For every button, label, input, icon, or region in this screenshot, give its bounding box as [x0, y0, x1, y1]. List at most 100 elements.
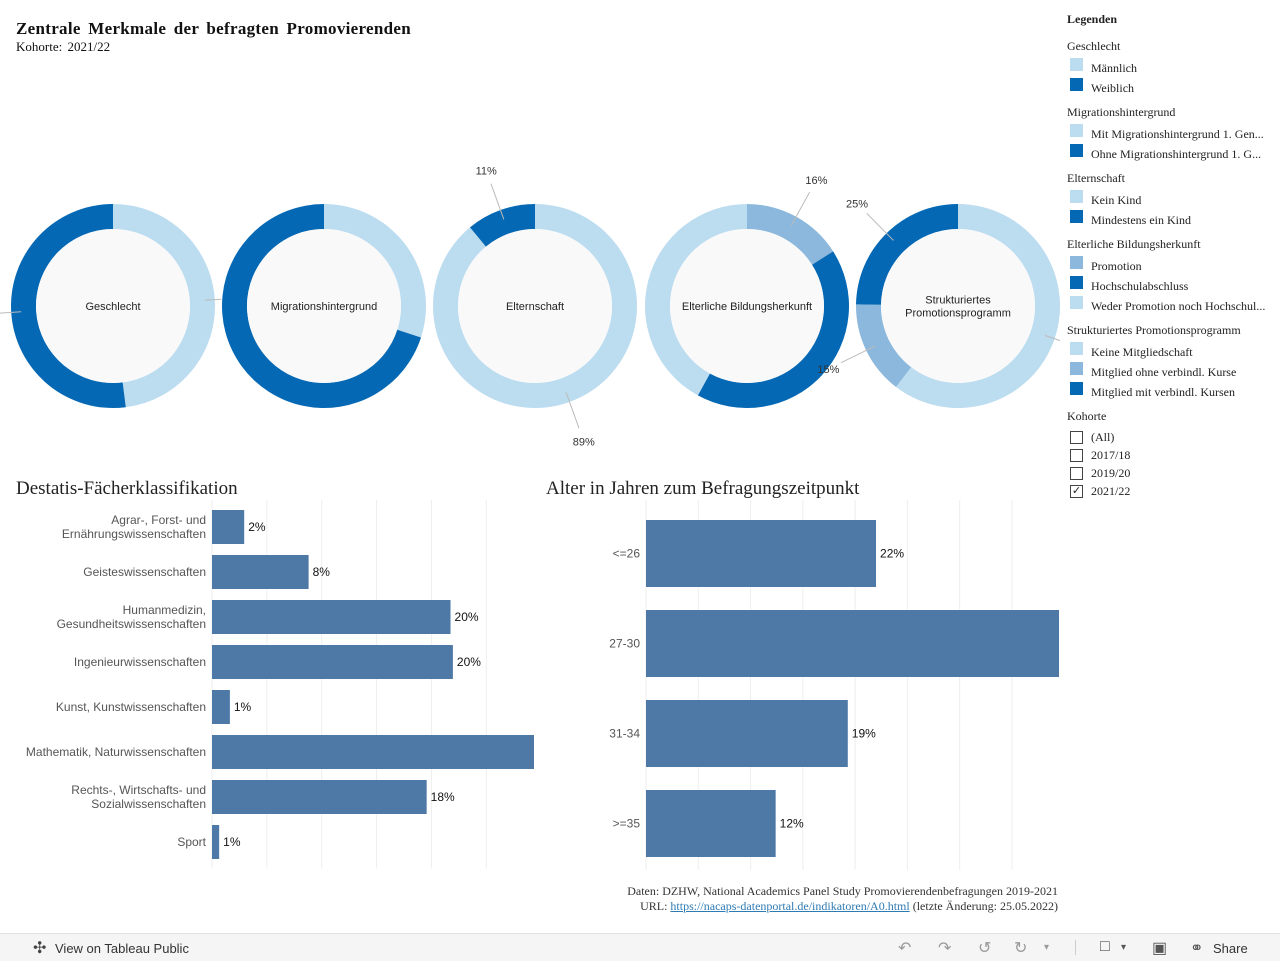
- bar-value-label: 12%: [780, 817, 804, 831]
- refresh-icon[interactable]: ↻: [1014, 940, 1028, 957]
- redo-icon[interactable]: ↷: [938, 940, 952, 957]
- kohorte-option-label: 2021/22: [1091, 483, 1131, 498]
- legend-swatch: [1070, 144, 1083, 157]
- legend-item[interactable]: Weiblich: [1067, 78, 1272, 98]
- kohorte-option[interactable]: 2017/18: [1067, 446, 1272, 464]
- category-label: <=26: [613, 547, 641, 561]
- bar-35[interactable]: [646, 790, 776, 857]
- bar-charts[interactable]: Agrar-, Forst- undErnährungswissenschaft…: [0, 500, 1070, 870]
- revert-icon[interactable]: ↺: [978, 940, 992, 957]
- legend-item[interactable]: Männlich: [1067, 58, 1272, 78]
- download-icon[interactable]: □: [1100, 938, 1110, 955]
- legend-swatch: [1070, 78, 1083, 91]
- kohorte-option[interactable]: 2019/20: [1067, 464, 1272, 482]
- source-link[interactable]: https://nacaps-datenportal.de/indikatore…: [670, 899, 910, 913]
- bar-31-34[interactable]: [646, 700, 848, 767]
- kohorte-filter-title: Kohorte: [1067, 409, 1107, 423]
- legend-item[interactable]: Keine Mitgliedschaft: [1067, 342, 1272, 362]
- donut-segment-keine-mitgliedschaft[interactable]: [896, 204, 1060, 408]
- donut-segment-mit-migrationshintergrund-1-generation[interactable]: [324, 204, 426, 338]
- bar-kunst-kunstwissenschaften[interactable]: [212, 690, 230, 724]
- bar-mathematik-naturwissenschaften[interactable]: [212, 735, 534, 769]
- donut-center-label: Migrationshintergrund: [271, 301, 377, 313]
- donut-segment-mitglied-mit-verbindl-kursen[interactable]: [856, 204, 958, 305]
- category-label: Geisteswissenschaften: [83, 565, 206, 579]
- url-prefix: URL:: [640, 899, 671, 913]
- download-dropdown-icon[interactable]: ▾: [1121, 942, 1127, 953]
- kohorte-option[interactable]: ✓ 2021/22: [1067, 482, 1272, 500]
- legend-swatch: [1070, 58, 1083, 71]
- bar-value-label: 20%: [457, 655, 481, 669]
- donut-center-label: Geschlecht: [85, 301, 140, 313]
- legend-item[interactable]: Promotion: [1067, 256, 1272, 276]
- kohorte-option[interactable]: (All): [1067, 428, 1272, 446]
- legend-group-title: Elternschaft: [1067, 171, 1125, 185]
- donut-leader-line: [565, 392, 580, 429]
- donut-segment-hochschulabschluss[interactable]: [697, 251, 850, 408]
- category-label: Rechts-, Wirtschafts- und: [71, 783, 206, 797]
- legend-item-label: Kein Kind: [1091, 192, 1142, 207]
- bar-value-label: 1%: [234, 700, 252, 714]
- legend-item[interactable]: Hochschulabschluss: [1067, 276, 1272, 296]
- kohorte-option-label: 2017/18: [1091, 447, 1131, 462]
- category-label: 27-30: [609, 637, 640, 651]
- checkbox-icon[interactable]: [1070, 466, 1083, 480]
- bar-geisteswissenschaften[interactable]: [212, 555, 309, 589]
- bar-chart-alter[interactable]: <=26 22% 27-30 31-34 19% >=35 12%: [609, 500, 1059, 870]
- legend-item-label: Hochschulabschluss: [1091, 278, 1189, 293]
- legend-item[interactable]: Kein Kind: [1067, 190, 1272, 210]
- fullscreen-icon[interactable]: ▣: [1152, 940, 1168, 957]
- source-note: Daten: DZHW, National Academics Panel St…: [627, 884, 1058, 914]
- undo-icon[interactable]: ↶: [898, 940, 912, 957]
- tableau-toolbar: ✣ View on Tableau Public ↶ ↷ ↺ ↻ ▾ □ ▾ ▣…: [0, 933, 1280, 961]
- donut-segment-mindestens-ein-kind[interactable]: [469, 204, 535, 247]
- donut-leader-line: [0, 311, 22, 314]
- kohorte-option-label: 2019/20: [1091, 465, 1131, 480]
- donut-migrationshintergrund[interactable]: Migrationshintergrund: [221, 203, 427, 409]
- legend-item[interactable]: Mitglied ohne verbindl. Kurse: [1067, 362, 1272, 382]
- donut-segment-m-nnlich[interactable]: [113, 204, 216, 408]
- donut-segment-promotion[interactable]: [747, 204, 834, 265]
- legend-group-migrationshintergrund: Migrationshintergrund Mit Migrationshinte…: [1067, 105, 1272, 164]
- donut-segment-weder-promotion-noch-hochschulabschluss[interactable]: [645, 204, 747, 396]
- bar-26[interactable]: [646, 520, 877, 587]
- bar-humanmedizin-gesundheitswissenschaften[interactable]: [212, 600, 451, 634]
- donut-value-label: 11%: [476, 166, 497, 178]
- donut-segment-weiblich[interactable]: [11, 204, 126, 408]
- checkbox-checked-icon[interactable]: ✓: [1070, 484, 1083, 498]
- view-on-tableau-link[interactable]: View on Tableau Public: [55, 941, 189, 956]
- checkbox-icon[interactable]: [1070, 448, 1083, 462]
- legend-item[interactable]: Mitglied mit verbindl. Kursen: [1067, 382, 1272, 402]
- legend-item[interactable]: Weder Promotion noch Hochschul...: [1067, 296, 1272, 316]
- donut-hole: [670, 229, 824, 383]
- bar-ingenieurwissenschaften[interactable]: [212, 645, 453, 679]
- bar-agrar-forst-und-ern-hrungswissenschaften[interactable]: [212, 510, 245, 544]
- donut-hole: [458, 229, 612, 383]
- donut-elternschaft[interactable]: 89% 11% Elternschaft: [432, 166, 638, 449]
- share-icon[interactable]: ⚭: [1190, 940, 1204, 957]
- legend-item[interactable]: Ohne Migrationshintergrund 1. G...: [1067, 144, 1272, 164]
- bar-27-30[interactable]: [646, 610, 1059, 677]
- donut-geschlecht[interactable]: 48%52%Geschlecht: [0, 203, 268, 409]
- faecher-chart-title: Destatis-Fächerklassifikation: [16, 478, 238, 499]
- legend-group-title: Migrationshintergrund: [1067, 105, 1176, 119]
- share-button[interactable]: Share: [1213, 941, 1248, 956]
- donut-elterliche-bildungsherkunft[interactable]: 16% Elterliche Bildungsherkunft: [644, 175, 850, 409]
- bar-chart-faecher[interactable]: Agrar-, Forst- undErnährungswissenschaft…: [26, 500, 534, 869]
- legend-swatch: [1070, 124, 1083, 137]
- checkbox-icon[interactable]: [1070, 430, 1083, 444]
- donut-strukturiertes-promotionsprogramm[interactable]: 61%15%25%StrukturiertesPromotionsprogram…: [817, 198, 1060, 409]
- donut-segment-mitglied-ohne-verbindl-kurse[interactable]: [856, 304, 912, 388]
- bar-sport[interactable]: [212, 825, 220, 859]
- legend-swatch: [1070, 256, 1083, 269]
- pause-dropdown-icon[interactable]: ▾: [1044, 942, 1050, 953]
- legend-item[interactable]: Mindestens ein Kind: [1067, 210, 1272, 230]
- donut-value-label: 16%: [805, 175, 827, 187]
- legend-panel: Legenden Geschlecht Männlich Weiblich Migra…: [1067, 10, 1272, 500]
- donut-leader-line: [866, 213, 894, 241]
- legend-group-elternschaft: Elternschaft Kein Kind Mindestens ein Kind: [1067, 171, 1272, 230]
- donut-center-label: Strukturiertes: [925, 295, 991, 307]
- legend-item[interactable]: Mit Migrationshintergrund 1. Gen...: [1067, 124, 1272, 144]
- bar-rechts-wirtschafts-und-sozialwissenschaften[interactable]: [212, 780, 427, 814]
